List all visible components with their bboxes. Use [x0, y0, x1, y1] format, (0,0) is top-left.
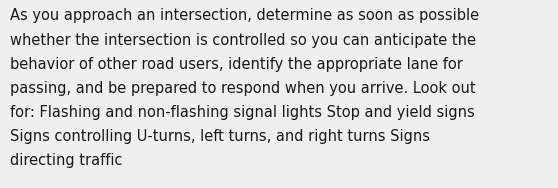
Text: As you approach an intersection, determine as soon as possible: As you approach an intersection, determi…: [10, 8, 479, 24]
Text: directing traffic: directing traffic: [10, 153, 123, 168]
Text: Signs controlling U-turns, left turns, and right turns Signs: Signs controlling U-turns, left turns, a…: [10, 129, 430, 144]
Text: behavior of other road users, identify the appropriate lane for: behavior of other road users, identify t…: [10, 57, 463, 72]
Text: whether the intersection is controlled so you can anticipate the: whether the intersection is controlled s…: [10, 33, 476, 48]
Text: for: Flashing and non-flashing signal lights Stop and yield signs: for: Flashing and non-flashing signal li…: [10, 105, 475, 120]
Text: passing, and be prepared to respond when you arrive. Look out: passing, and be prepared to respond when…: [10, 81, 475, 96]
